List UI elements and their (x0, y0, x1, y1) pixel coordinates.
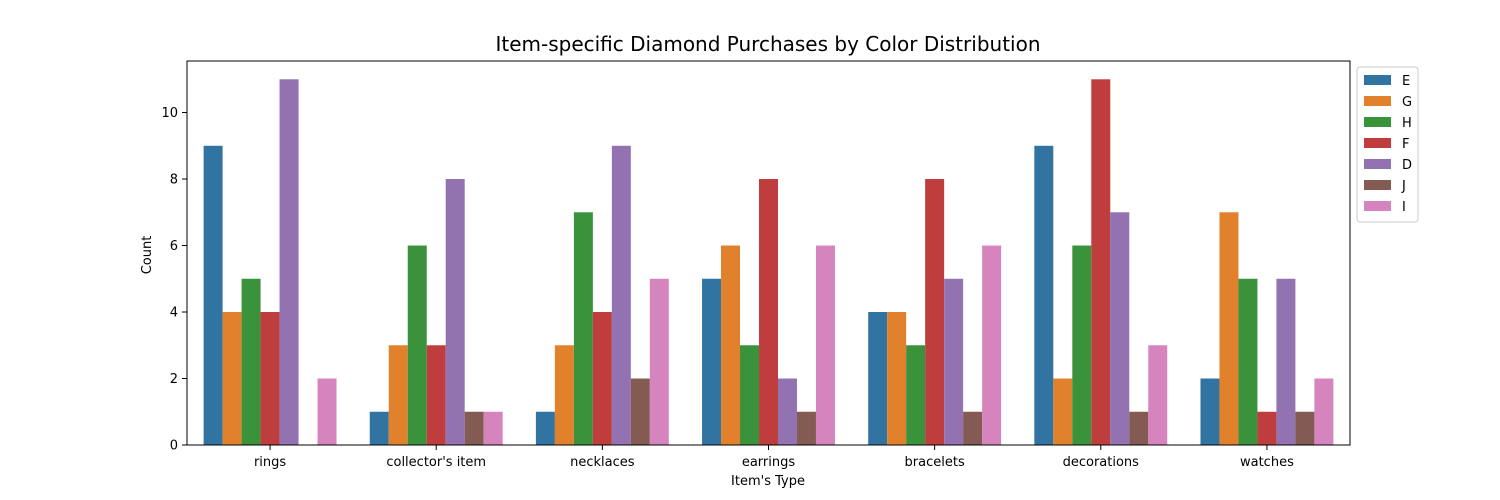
bar-E-6 (1200, 378, 1220, 445)
bar-H-4 (906, 345, 926, 445)
y-tick-label: 8 (170, 173, 178, 188)
legend-swatch-F (1364, 138, 1391, 148)
x-axis-label: Item's Type (731, 474, 805, 489)
bar-G-0 (222, 312, 242, 445)
bar-E-5 (1034, 145, 1054, 445)
bar-F-2 (592, 312, 612, 445)
bar-I-1 (483, 411, 503, 445)
legend-swatch-H (1364, 117, 1391, 127)
bar-G-3 (721, 245, 741, 445)
bar-I-4 (982, 245, 1002, 445)
bar-J-3 (796, 411, 816, 445)
x-tick-label: earrings (742, 455, 796, 470)
bar-E-3 (702, 278, 722, 445)
bar-G-6 (1219, 212, 1239, 445)
bar-H-2 (573, 212, 593, 445)
legend-label-H: H (1402, 116, 1412, 131)
bar-F-6 (1257, 411, 1277, 445)
bar-F-0 (260, 312, 280, 445)
bar-F-4 (925, 179, 945, 445)
legend-swatch-D (1364, 159, 1391, 169)
bar-G-5 (1053, 378, 1073, 445)
bar-E-1 (369, 411, 389, 445)
y-axis-ticks: 0 2 4 6 8 10 (161, 106, 187, 454)
bar-G-2 (554, 345, 574, 445)
y-tick-label: 10 (161, 106, 178, 121)
legend-label-J: J (1401, 179, 1406, 194)
bar-F-3 (759, 179, 778, 445)
y-axis-label: Count (140, 236, 155, 275)
bar-I-5 (1148, 345, 1168, 445)
y-tick-label: 4 (170, 306, 178, 321)
legend-label-D: D (1402, 158, 1412, 173)
bar-J-2 (630, 378, 650, 445)
x-tick-label: watches (1240, 455, 1294, 470)
x-tick-label: necklaces (570, 455, 635, 470)
bar-D-3 (777, 378, 797, 445)
bar-E-4 (868, 312, 888, 445)
legend-label-E: E (1402, 74, 1410, 89)
legend-label-F: F (1402, 137, 1409, 152)
bar-D-4 (944, 278, 964, 445)
bar-G-4 (887, 312, 907, 445)
legend-label-I: I (1402, 200, 1406, 215)
bar-D-2 (611, 145, 631, 445)
bar-H-0 (241, 278, 261, 445)
legend-swatch-I (1364, 201, 1391, 211)
bar-F-5 (1091, 79, 1111, 446)
bar-D-1 (445, 179, 465, 445)
y-tick-label: 6 (170, 239, 178, 254)
bar-F-1 (426, 345, 446, 445)
chart-title: Item-specific Diamond Purchases by Color… (495, 32, 1040, 56)
x-tick-label: rings (254, 455, 286, 470)
bar-D-6 (1276, 278, 1296, 445)
bar-H-6 (1238, 278, 1258, 445)
legend-swatch-J (1364, 180, 1391, 190)
plot-area (186, 60, 1351, 446)
x-tick-label: bracelets (905, 455, 965, 470)
bar-J-5 (1129, 411, 1149, 445)
bar-I-2 (649, 278, 669, 445)
legend-swatch-E (1364, 75, 1391, 85)
x-tick-label: decorations (1063, 455, 1140, 470)
y-tick-label: 2 (170, 372, 178, 387)
bar-E-2 (535, 411, 555, 445)
y-tick-label: 0 (170, 439, 178, 454)
bar-D-5 (1110, 212, 1130, 445)
bar-H-3 (740, 345, 760, 445)
bar-H-1 (407, 245, 427, 445)
bar-D-0 (279, 79, 299, 446)
bar-H-5 (1072, 245, 1092, 445)
bar-I-3 (815, 245, 835, 445)
bar-J-6 (1295, 411, 1315, 445)
bar-I-6 (1314, 378, 1334, 445)
legend-swatch-G (1364, 96, 1391, 106)
bar-I-0 (317, 378, 337, 445)
x-axis-ticks: rings collector's item necklaces earrings br… (254, 445, 1294, 470)
bar-J-4 (963, 411, 983, 445)
bar-J-1 (464, 411, 484, 445)
bar-G-1 (388, 345, 408, 445)
legend-label-G: G (1402, 95, 1412, 110)
bar-E-0 (203, 145, 223, 445)
x-tick-label: collector's item (386, 455, 486, 470)
